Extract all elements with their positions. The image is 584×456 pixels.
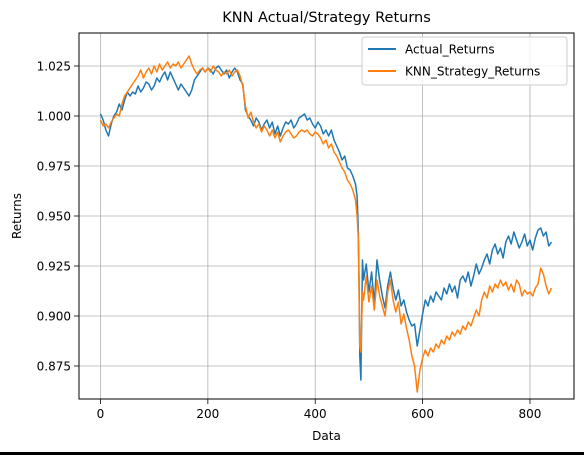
y-axis-ticks: 0.875 0.900 0.925 0.950 0.975 1.000 1.025 — [37, 59, 79, 373]
legend-label-actual-returns: Actual_Returns — [405, 43, 495, 57]
x-tick-label: 0 — [97, 407, 105, 421]
x-axis-ticks: 0 200 400 600 800 — [97, 399, 542, 421]
y-tick-label: 0.900 — [37, 309, 71, 323]
chart-title: KNN Actual/Strategy Returns — [222, 10, 431, 26]
y-tick-label: 0.875 — [37, 359, 71, 373]
x-tick-label: 400 — [304, 407, 327, 421]
grid-lines — [79, 33, 574, 399]
legend-label-knn-strategy-returns: KNN_Strategy_Returns — [405, 65, 540, 79]
legend: Actual_Returns KNN_Strategy_Returns — [361, 36, 568, 86]
x-tick-label: 200 — [196, 407, 219, 421]
y-tick-label: 1.000 — [37, 109, 71, 123]
knn-strategy-returns-line — [99, 55, 553, 393]
y-tick-label: 0.975 — [37, 159, 71, 173]
x-axis-label: Data — [312, 429, 341, 443]
y-tick-label: 0.950 — [37, 209, 71, 223]
y-tick-label: 1.025 — [37, 59, 71, 73]
x-tick-label: 600 — [411, 407, 434, 421]
y-tick-label: 0.925 — [37, 259, 71, 273]
legend-box — [361, 36, 568, 86]
y-axis-label: Returns — [10, 193, 24, 239]
series-lines — [99, 55, 553, 393]
bottom-border — [0, 452, 584, 455]
actual-returns-line — [99, 65, 553, 381]
x-tick-label: 800 — [519, 407, 542, 421]
